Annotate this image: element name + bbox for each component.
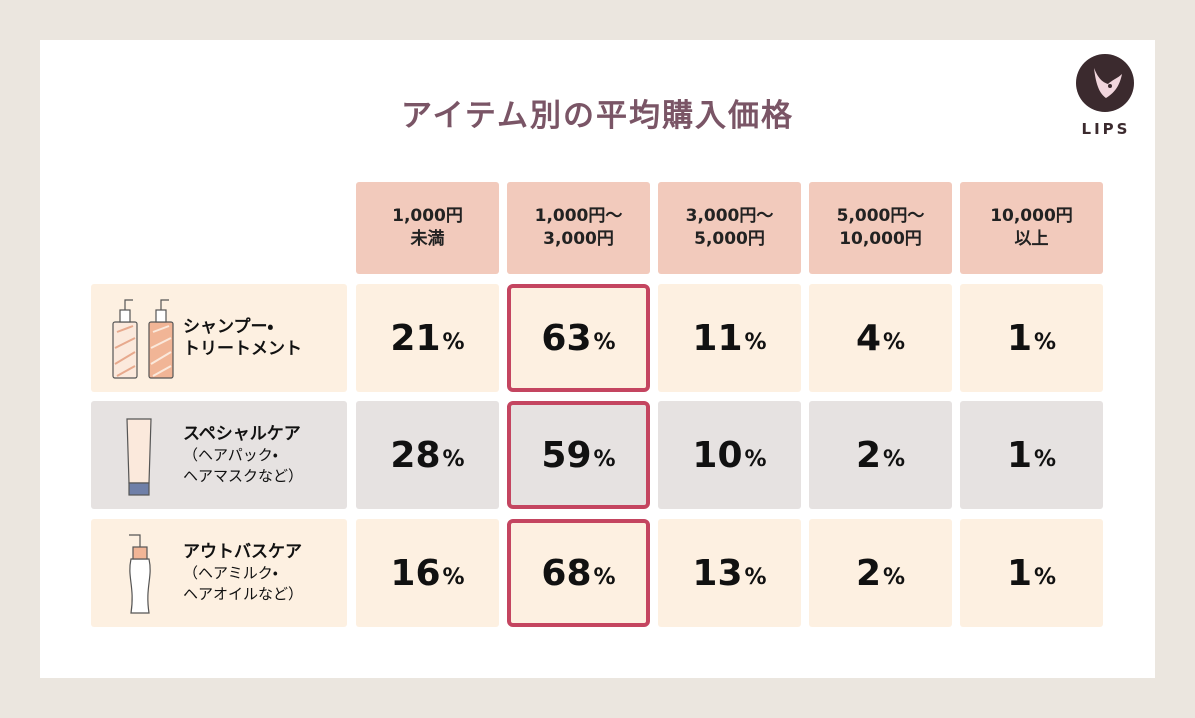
value-number: 21 xyxy=(390,317,441,359)
value-unit: % xyxy=(1034,564,1057,590)
value-number: 1 xyxy=(1006,317,1032,359)
value-unit: % xyxy=(883,329,906,355)
item-sub: （ヘアパック・ xyxy=(183,446,278,465)
header-line: 10,000円 xyxy=(990,206,1073,227)
label-text: スペシャルケア （ヘアパック・ヘアマスクなど） xyxy=(183,401,303,509)
header-line: 5,000円〜 xyxy=(836,206,925,227)
column-header: 3,000円〜 5,000円 xyxy=(658,182,801,274)
row-label: スペシャルケア （ヘアパック・ヘアマスクなど） xyxy=(91,401,347,509)
value-number: 2 xyxy=(855,434,881,476)
value-unit: % xyxy=(744,446,767,472)
value-number: 11 xyxy=(692,317,743,359)
value-cell: 28% xyxy=(356,401,499,509)
value-unit: % xyxy=(442,564,465,590)
value-unit: % xyxy=(593,446,616,472)
header-line: 3,000円 xyxy=(543,229,614,249)
logo-icon xyxy=(1076,54,1134,112)
header-line: 未満 xyxy=(410,229,445,249)
value-unit: % xyxy=(593,564,616,590)
item-name: アウトバスケア xyxy=(183,541,302,562)
title: アイテム別の平均購入価格 xyxy=(401,98,794,134)
value-unit: % xyxy=(442,329,465,355)
value-number: 1 xyxy=(1006,434,1032,476)
value-cell: 1% xyxy=(960,519,1103,627)
value-unit: % xyxy=(883,446,906,472)
label-text: アウトバスケア （ヘアミルク・ヘアオイルなど） xyxy=(183,519,303,627)
value-number: 59 xyxy=(541,434,592,476)
value-unit: % xyxy=(883,564,906,590)
value-cell: 68% xyxy=(507,519,650,627)
value-number: 1 xyxy=(1006,552,1032,594)
value-unit: % xyxy=(1034,446,1057,472)
row-label: アウトバスケア （ヘアミルク・ヘアオイルなど） xyxy=(91,519,347,627)
value-cell: 1% xyxy=(960,401,1103,509)
column-header: 10,000円 以上 xyxy=(960,182,1103,274)
value-cell: 16% xyxy=(356,519,499,627)
column-header: 5,000円〜 10,000円 xyxy=(809,182,952,274)
value-number: 13 xyxy=(692,552,743,594)
value-unit: % xyxy=(593,329,616,355)
item-name: スペシャルケア xyxy=(183,423,301,444)
header-line: 5,000円 xyxy=(694,229,765,249)
value-cell: 2% xyxy=(809,519,952,627)
value-number: 10 xyxy=(692,434,743,476)
value-cell: 11% xyxy=(658,284,801,392)
value-cell: 1% xyxy=(960,284,1103,392)
value-unit: % xyxy=(1034,329,1057,355)
header-line: 3,000円〜 xyxy=(685,206,774,227)
value-cell: 13% xyxy=(658,519,801,627)
value-number: 63 xyxy=(541,317,592,359)
row-label: シャンプー・ トリートメント xyxy=(91,284,347,392)
value-number: 28 xyxy=(390,434,441,476)
header-line: 以上 xyxy=(1014,229,1049,249)
value-cell: 4% xyxy=(809,284,952,392)
item-sub: （ヘアミルク・ xyxy=(183,564,278,583)
item-icon xyxy=(105,527,185,621)
value-cell: 2% xyxy=(809,401,952,509)
header-line: 10,000円 xyxy=(839,229,922,249)
label-text: シャンプー・ トリートメント xyxy=(183,284,302,392)
column-header: 1,000円 未満 xyxy=(356,182,499,274)
logo: LIPS xyxy=(1081,120,1131,138)
column-header: 1,000円〜 3,000円 xyxy=(507,182,650,274)
item-icon xyxy=(105,292,185,386)
value-unit: % xyxy=(744,329,767,355)
item-sub: ヘアマスクなど） xyxy=(183,467,304,486)
value-unit: % xyxy=(744,564,767,590)
value-number: 4 xyxy=(855,317,881,359)
value-cell: 21% xyxy=(356,284,499,392)
value-cell: 63% xyxy=(507,284,650,392)
header-line: 1,000円 xyxy=(392,206,463,227)
header-line: 1,000円〜 xyxy=(534,206,623,227)
item-icon xyxy=(105,409,185,503)
value-number: 68 xyxy=(541,552,592,594)
value-unit: % xyxy=(442,446,465,472)
value-number: 2 xyxy=(855,552,881,594)
value-cell: 10% xyxy=(658,401,801,509)
item-name: シャンプー・ xyxy=(183,316,274,337)
value-number: 16 xyxy=(390,552,441,594)
item-name: トリートメント xyxy=(183,339,302,359)
item-sub: ヘアオイルなど） xyxy=(183,585,304,604)
value-cell: 59% xyxy=(507,401,650,509)
